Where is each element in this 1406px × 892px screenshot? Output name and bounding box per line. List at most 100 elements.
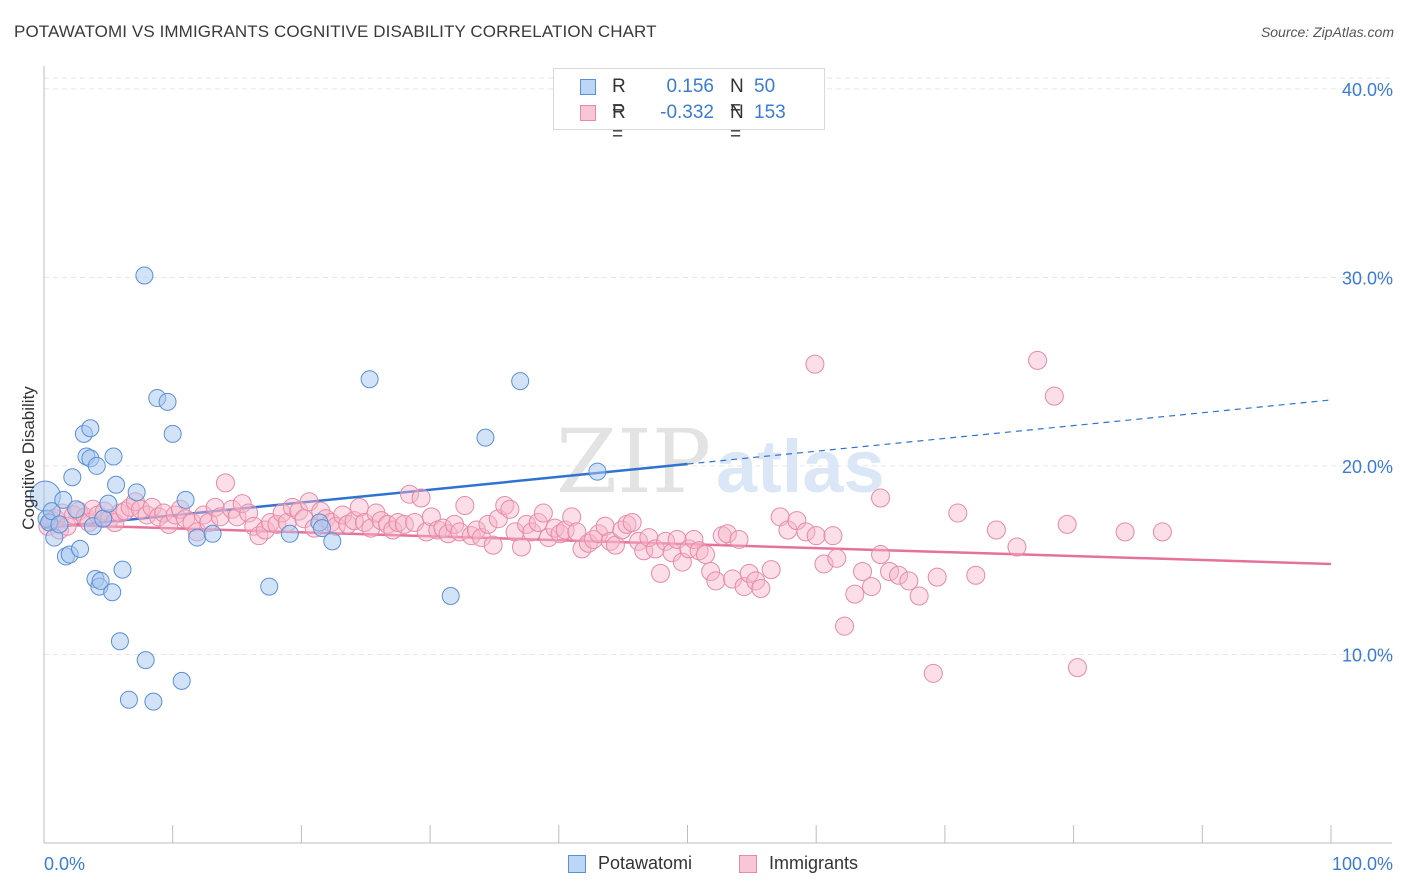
potawatomi-point bbox=[99, 494, 118, 513]
immigrants-point bbox=[899, 571, 919, 591]
immigrants-point bbox=[806, 526, 826, 546]
immigrants-point bbox=[1028, 350, 1048, 370]
potawatomi-point bbox=[107, 475, 126, 494]
immigrants-point bbox=[176, 509, 196, 529]
immigrants-point bbox=[522, 522, 542, 542]
legend-r-label: R = bbox=[612, 102, 626, 145]
legend-r-value: 0.156 bbox=[666, 76, 714, 97]
immigrants-point bbox=[450, 522, 470, 542]
immigrants-point bbox=[845, 584, 865, 604]
immigrants-point bbox=[215, 473, 235, 493]
potawatomi-point bbox=[144, 692, 163, 711]
legend-n-value: 153 bbox=[754, 102, 786, 123]
immigrants-point bbox=[455, 496, 475, 516]
immigrants-point bbox=[761, 560, 781, 580]
axes-layer: 10.0% 20.0% 30.0% 40.0% 0.0% 100.0% bbox=[43, 66, 1393, 874]
trend-layer bbox=[43, 399, 1332, 566]
immigrants-point bbox=[1057, 514, 1077, 534]
immigrants-point bbox=[729, 529, 749, 549]
immigrants-point bbox=[656, 531, 676, 551]
immigrants-point bbox=[701, 562, 721, 582]
potawatomi-point bbox=[50, 515, 69, 534]
potawatomi-point bbox=[312, 519, 331, 538]
immigrants-point bbox=[438, 524, 458, 544]
watermark-zip: ZIP bbox=[556, 410, 711, 513]
immigrants-point bbox=[1152, 522, 1172, 542]
bottom-legend-swatch-potawatomi bbox=[568, 855, 586, 873]
immigrants-point bbox=[927, 567, 947, 587]
immigrants-point bbox=[751, 578, 771, 598]
immigrants-point bbox=[210, 507, 230, 527]
potawatomi-point bbox=[127, 483, 146, 502]
immigrants-point bbox=[823, 526, 843, 546]
x-tick-label-min: 0.0% bbox=[44, 854, 85, 874]
immigrants-point bbox=[232, 494, 252, 514]
potawatomi-point bbox=[104, 447, 123, 466]
x-tick-label-max: 100.0% bbox=[1332, 854, 1393, 874]
immigrants-point bbox=[889, 565, 909, 585]
immigrants-point bbox=[589, 524, 609, 544]
immigrants-point bbox=[986, 520, 1006, 540]
immigrants-point bbox=[411, 488, 431, 508]
potawatomi-point bbox=[110, 632, 129, 651]
immigrants-point bbox=[1007, 537, 1027, 557]
immigrants-point bbox=[388, 512, 408, 532]
immigrants-point bbox=[483, 535, 503, 555]
potawatomi-point bbox=[71, 539, 90, 558]
immigrants-trend-line bbox=[43, 523, 1332, 566]
immigrants-point bbox=[149, 507, 169, 527]
potawatomi-point bbox=[87, 456, 106, 475]
potawatomi-point bbox=[360, 370, 379, 389]
immigrants-point bbox=[400, 484, 420, 504]
chart-title: POTAWATOMI VS IMMIGRANTS COGNITIVE DISAB… bbox=[14, 22, 657, 41]
immigrants-point bbox=[584, 529, 604, 549]
points-layer bbox=[29, 266, 1172, 711]
immigrants-point bbox=[165, 505, 185, 525]
potawatomi-point bbox=[280, 524, 299, 543]
immigrants-point bbox=[272, 503, 292, 523]
potawatomi-point bbox=[91, 571, 110, 590]
immigrants-point bbox=[650, 563, 670, 583]
y-tick-label: 30.0% bbox=[1342, 268, 1393, 288]
immigrants-point bbox=[333, 505, 353, 525]
immigrants-point bbox=[578, 533, 598, 553]
stats-legend: R = 0.156 N = 50 R = -0.332 N = 153 bbox=[553, 68, 825, 145]
immigrants-point bbox=[706, 571, 726, 591]
potawatomi-point bbox=[476, 428, 495, 447]
immigrants-point bbox=[550, 524, 570, 544]
immigrants-point bbox=[282, 497, 302, 517]
immigrants-point bbox=[159, 514, 179, 534]
legend-n-label: N = bbox=[730, 102, 744, 145]
immigrants-point bbox=[478, 514, 498, 534]
potawatomi-point bbox=[441, 587, 460, 606]
immigrants-point bbox=[853, 562, 873, 582]
immigrants-point bbox=[696, 545, 716, 565]
immigrants-point bbox=[338, 514, 358, 534]
potawatomi-point bbox=[113, 560, 132, 579]
immigrants-point bbox=[533, 503, 553, 523]
immigrants-point bbox=[684, 529, 704, 549]
potawatomi-trend-extension bbox=[687, 399, 1332, 465]
y-tick-label: 40.0% bbox=[1342, 80, 1393, 100]
immigrants-point bbox=[966, 565, 986, 585]
potawatomi-point bbox=[63, 468, 82, 487]
immigrants-point bbox=[923, 663, 943, 683]
potawatomi-point bbox=[176, 490, 195, 509]
immigrants-point bbox=[835, 616, 855, 636]
potawatomi-point bbox=[511, 372, 530, 391]
y-tick-label: 10.0% bbox=[1342, 645, 1393, 665]
potawatomi-point bbox=[323, 532, 342, 551]
legend-r-value: -0.332 bbox=[660, 102, 714, 123]
potawatomi-point bbox=[67, 500, 86, 519]
watermark: ZIP atlas bbox=[556, 410, 885, 513]
immigrants-point bbox=[562, 507, 582, 527]
immigrants-point bbox=[862, 577, 882, 597]
immigrants-point bbox=[871, 545, 891, 565]
potawatomi-point bbox=[163, 424, 182, 443]
immigrants-point bbox=[1067, 658, 1087, 678]
immigrants-point bbox=[511, 537, 531, 557]
immigrants-point bbox=[500, 499, 520, 519]
legend-n-label: N = bbox=[730, 76, 744, 119]
potawatomi-point bbox=[260, 577, 279, 596]
potawatomi-point bbox=[588, 462, 607, 481]
